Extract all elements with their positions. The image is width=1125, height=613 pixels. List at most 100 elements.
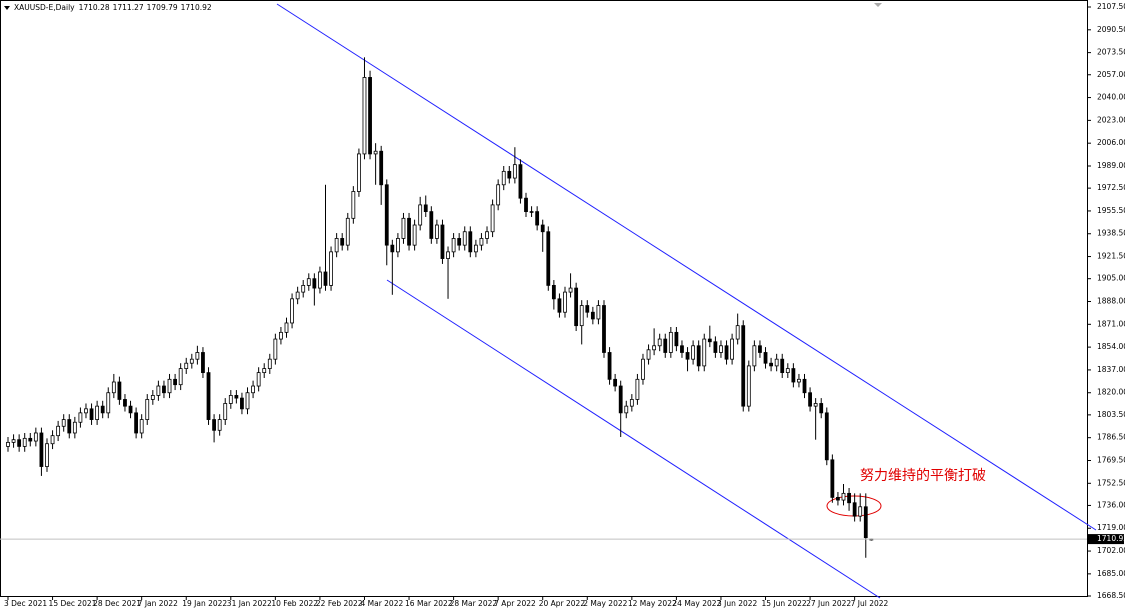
candle-body <box>178 368 183 386</box>
candle-body <box>652 345 657 351</box>
candle-body <box>162 385 166 394</box>
candle-body <box>33 432 38 442</box>
y-tick-label: 1685.00 <box>1097 569 1125 578</box>
candle-body <box>395 238 400 253</box>
candle-body <box>702 338 707 367</box>
candle-body <box>579 305 584 327</box>
x-tick-label: 20 Apr 2022 <box>539 599 586 608</box>
upper-channel-line <box>276 3 1097 531</box>
y-tick-label: 1736.00 <box>1097 500 1125 509</box>
x-tick-label: 12 May 2022 <box>628 599 677 608</box>
plot-border <box>0 0 1088 597</box>
x-tick-label: 24 May 2022 <box>672 599 721 608</box>
candle-body <box>724 345 729 360</box>
candle-body <box>301 284 306 293</box>
symbol: XAUUSD-E,Daily <box>14 3 75 12</box>
candle-body <box>340 238 345 246</box>
candle-body <box>111 381 116 394</box>
candle-body <box>134 412 139 434</box>
candle-body <box>473 244 478 253</box>
close-value: 1710.92 <box>181 3 212 12</box>
candle-body <box>323 271 328 286</box>
candle-body <box>668 331 673 353</box>
candle-body <box>189 358 194 364</box>
high-value: 1711.27 <box>113 3 144 12</box>
candle-body <box>501 170 506 186</box>
candle-body <box>836 496 840 501</box>
candle-body <box>240 397 244 410</box>
y-tick-label: 1786.50 <box>1097 433 1125 442</box>
x-tick-label: 28 Mar 2022 <box>450 599 498 608</box>
candle-body <box>273 338 278 360</box>
candle-body <box>563 291 567 313</box>
x-tick-label: 3 Jun 2022 <box>717 599 758 608</box>
candle-body <box>585 305 590 313</box>
y-tick-label: 1888.00 <box>1097 297 1125 306</box>
y-tick-label: 1972.50 <box>1097 183 1125 192</box>
candle-body <box>741 325 746 407</box>
candle-body <box>28 437 33 442</box>
x-tick-label: 7 Apr 2022 <box>494 599 536 608</box>
candle-body <box>535 211 540 226</box>
candle-body <box>384 184 389 246</box>
x-tick-label: 2 May 2022 <box>583 599 627 608</box>
candle-body <box>624 405 629 414</box>
candle-body <box>641 358 645 380</box>
candle-body <box>318 271 322 289</box>
candle-body <box>791 368 796 383</box>
candle-body <box>674 331 679 347</box>
candle-body <box>858 506 863 517</box>
candle-body <box>613 378 618 387</box>
y-tick-label: 1905.00 <box>1097 274 1125 283</box>
x-tick-label: 22 Feb 2022 <box>316 599 363 608</box>
candle-body <box>45 443 49 467</box>
candle-body <box>56 425 61 437</box>
candle-body <box>440 224 445 259</box>
candle-body <box>262 368 267 374</box>
candle-body <box>685 352 690 360</box>
candle-body <box>680 345 684 353</box>
candle-body <box>345 217 350 246</box>
candle-body <box>150 395 155 400</box>
current-price-box <box>1088 534 1124 545</box>
candle-body <box>797 378 801 383</box>
candle-body <box>746 365 751 407</box>
y-tick-label: 2040.00 <box>1097 93 1125 102</box>
y-tick-label: 1871.00 <box>1097 319 1125 328</box>
candle-body <box>479 238 484 246</box>
x-tick-label: 10 Feb 2022 <box>271 599 318 608</box>
candle-body <box>518 164 523 199</box>
x-tick-label: 3 Dec 2021 <box>4 599 47 608</box>
x-tick-label: 27 Jun 2022 <box>806 599 851 608</box>
current-price-label: 1710.92 <box>1097 534 1125 543</box>
candle-body <box>434 224 439 239</box>
candle-body <box>184 362 189 369</box>
candle-body <box>128 405 133 414</box>
candle-body <box>596 305 601 320</box>
candle-body <box>251 385 255 394</box>
candle-body <box>446 251 450 259</box>
low-value: 1709.79 <box>147 3 178 12</box>
candle-body <box>50 435 55 445</box>
candle-body <box>245 392 250 410</box>
y-tick-label: 1752.50 <box>1097 478 1125 487</box>
candle-body <box>256 372 261 387</box>
open-value: 1710.28 <box>79 3 110 12</box>
candle-body <box>123 399 127 407</box>
y-tick-label: 1921.50 <box>1097 252 1125 261</box>
candle-body <box>451 238 456 253</box>
y-tick-label: 2006.00 <box>1097 138 1125 147</box>
candle-body <box>824 412 829 461</box>
x-tick-label: 16 Mar 2022 <box>405 599 453 608</box>
candle-body <box>512 164 517 179</box>
candle-body <box>67 419 72 434</box>
x-tick-label: 7 Jan 2022 <box>138 599 178 608</box>
candle-body <box>819 403 824 414</box>
candle-body <box>84 408 88 414</box>
candle-body <box>22 437 27 447</box>
candle-body <box>357 153 361 192</box>
candle-body <box>863 506 868 539</box>
y-tick-label: 1702.00 <box>1097 546 1125 555</box>
y-tick-label: 1837.00 <box>1097 365 1125 374</box>
